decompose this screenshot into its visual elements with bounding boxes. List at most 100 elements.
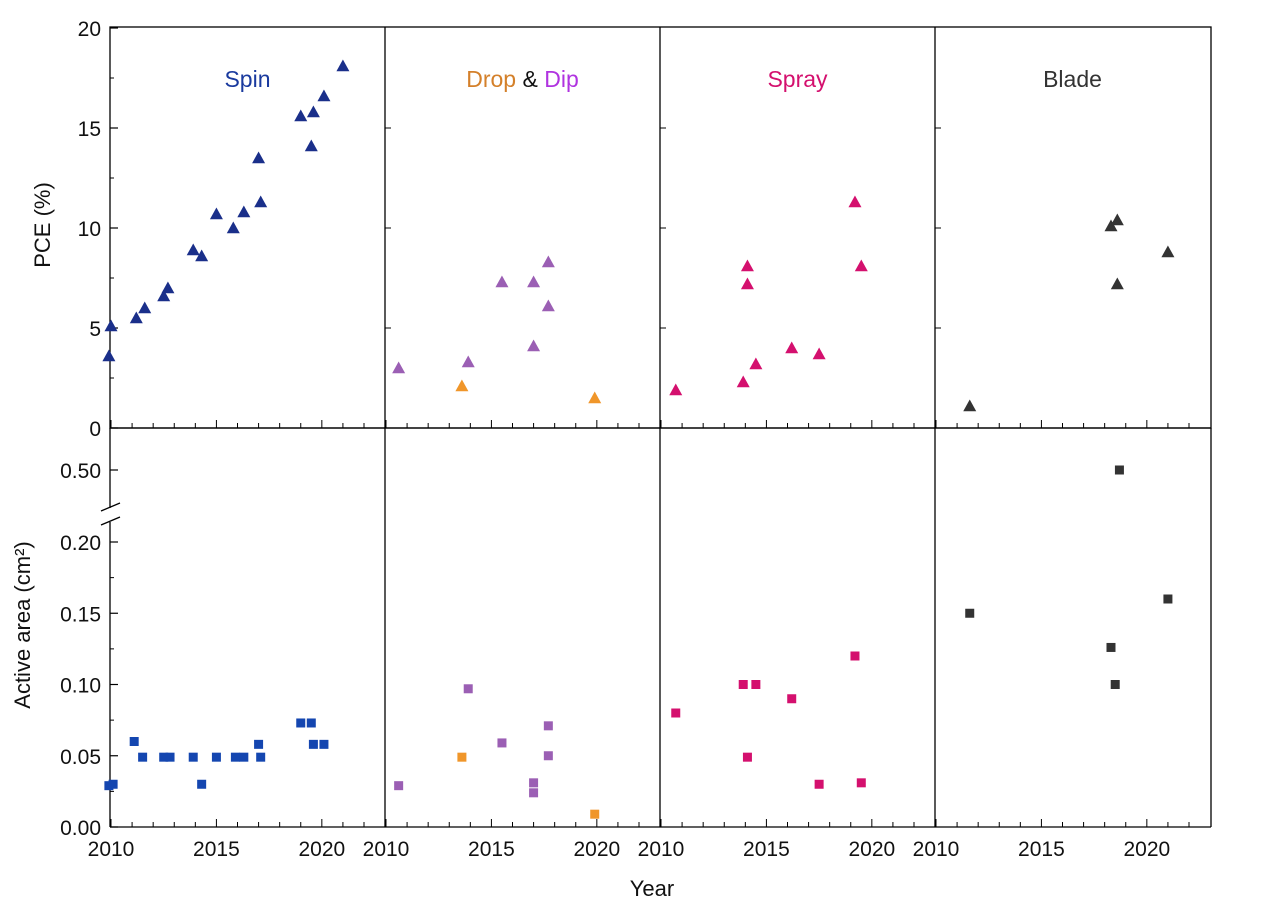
area-square-marker: [188, 752, 198, 762]
pce-triangle-marker: [1110, 277, 1124, 290]
area-square-marker: [457, 752, 467, 762]
year-tick-label: 2020: [573, 838, 620, 861]
year-tick-label: 2015: [1018, 838, 1065, 861]
area-square-marker: [296, 718, 306, 728]
pce-triangle-marker: [588, 391, 602, 404]
area-square-marker: [965, 608, 975, 618]
panel-title-part: Dip: [538, 66, 579, 92]
area-square-marker: [814, 779, 824, 789]
panel-title: Drop & Dip: [466, 66, 579, 92]
pce-triangle-marker: [226, 221, 240, 234]
pce-triangle-marker: [527, 275, 541, 288]
area-square-marker: [787, 694, 797, 704]
year-tick-label: 2020: [848, 838, 895, 861]
pce-triangle-marker: [812, 347, 826, 360]
panel-titles: Spin Drop & Dip Spray Blade: [224, 66, 1101, 92]
area-square-marker: [1110, 680, 1120, 689]
area-square-marker: [138, 752, 148, 762]
pce-triangle-marker: [102, 349, 116, 362]
axis-break-mark-lower: [100, 516, 121, 526]
pce-triangle-marker: [1110, 213, 1124, 226]
year-tick-label: 2015: [743, 838, 790, 861]
area-square-marker: [1163, 594, 1173, 604]
pce-tick-label: 15: [78, 118, 101, 141]
area-square-marker: [230, 752, 240, 762]
pce-axis-title: PCE (%): [30, 182, 55, 268]
pce-triangle-marker: [294, 109, 308, 122]
pce-triangle-marker: [317, 89, 331, 102]
area-square-marker: [306, 718, 316, 728]
pce-triangle-marker: [963, 399, 977, 412]
year-tick-label: 2020: [298, 838, 345, 861]
area-square-marker: [108, 779, 118, 789]
panel-title: Blade: [1043, 66, 1102, 92]
pce-triangle-marker: [740, 277, 754, 290]
pce-triangle-marker: [392, 361, 406, 374]
year-tick-label: 2010: [88, 838, 135, 861]
area-tick-label: 0.20: [60, 532, 101, 555]
axis-labels: 0 5 10 15 20 0.00 0.05 0.10 0.15 0.20 0.50 2010 2015…: [10, 18, 1170, 901]
panel-title: Spray: [767, 66, 828, 92]
area-tick-label: 0.00: [60, 817, 101, 840]
panel-title-part: Drop: [466, 66, 516, 92]
pce-triangle-marker: [195, 249, 209, 262]
area-square-marker: [308, 739, 318, 749]
area-square-marker: [497, 738, 507, 748]
year-tick-label: 2010: [363, 838, 410, 861]
area-tick-label: 0.15: [60, 603, 101, 626]
pce-triangle-marker: [785, 341, 799, 354]
area-square-marker: [1114, 465, 1124, 475]
area-square-marker: [256, 752, 266, 762]
pce-triangle-marker: [252, 151, 266, 164]
area-square-marker: [742, 752, 752, 762]
area-square-marker: [129, 737, 139, 746]
panel-title-part: Blade: [1043, 66, 1102, 92]
area-square-marker: [543, 721, 553, 731]
pce-triangle-marker: [527, 339, 541, 352]
pce-triangle-marker: [336, 59, 350, 72]
area-axis-title: Active area (cm²): [10, 541, 35, 708]
area-square-marker: [463, 684, 473, 694]
pce-triangle-marker: [304, 139, 318, 152]
pce-triangle-marker: [854, 259, 868, 272]
area-tick-label: 0.10: [60, 675, 101, 698]
pce-triangle-marker: [1104, 219, 1118, 232]
pce-tick-label: 20: [78, 18, 101, 41]
area-square-marker: [751, 680, 761, 689]
year-tick-label: 2015: [468, 838, 515, 861]
area-square-marker: [211, 752, 221, 762]
pce-triangle-marker: [740, 259, 754, 272]
area-square-marker: [671, 708, 681, 718]
pce-triangle-marker: [749, 357, 763, 370]
area-upper-tick-label: 0.50: [60, 460, 101, 483]
pce-triangle-marker: [157, 289, 171, 302]
pce-triangle-marker: [209, 207, 223, 220]
pce-triangle-marker: [461, 355, 475, 368]
pce-triangle-marker: [455, 379, 469, 392]
x-axis-title: Year: [630, 876, 674, 901]
pce-triangle-marker: [138, 301, 152, 314]
area-square-marker: [1106, 642, 1116, 652]
pce-triangle-marker: [669, 383, 683, 396]
area-square-marker: [590, 809, 600, 819]
panel-title-part: Spray: [767, 66, 828, 92]
area-square-marker: [197, 779, 207, 789]
area-square-marker: [543, 751, 553, 761]
year-tick-label: 2020: [1123, 838, 1170, 861]
pce-triangle-marker: [104, 319, 118, 332]
panel-title: Spin: [224, 66, 270, 92]
pce-tick-label: 5: [89, 318, 101, 341]
year-tick-label: 2010: [913, 838, 960, 861]
data-markers: [102, 59, 1175, 819]
pce-triangle-marker: [161, 281, 175, 294]
area-square-marker: [239, 752, 249, 762]
area-square-marker: [394, 781, 404, 791]
pce-tick-label: 0: [89, 418, 101, 441]
area-square-marker: [254, 739, 264, 749]
panel-title-part: &: [516, 66, 538, 92]
pce-triangle-marker: [848, 195, 862, 208]
pce-triangle-marker: [541, 299, 555, 312]
area-square-marker: [159, 752, 169, 762]
area-square-marker: [850, 651, 860, 661]
